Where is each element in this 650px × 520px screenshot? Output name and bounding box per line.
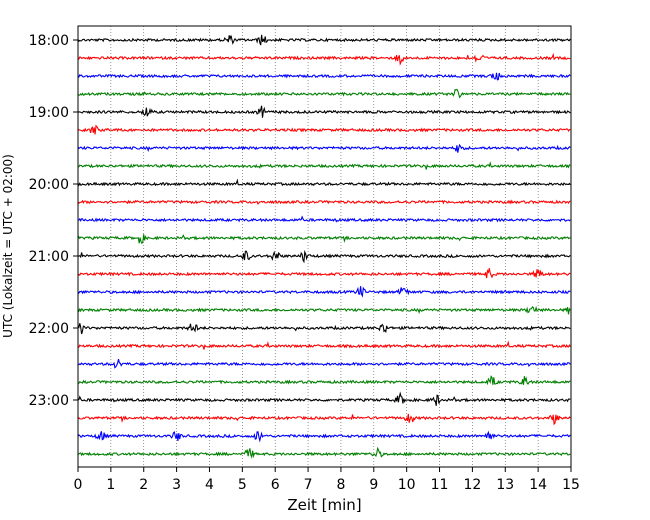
- trace-1900: [77, 105, 571, 118]
- x-tick-label: 0: [74, 477, 83, 493]
- y-tick-label: 21:00: [29, 249, 69, 265]
- trace-2215: [77, 340, 571, 350]
- x-tick-label: 4: [205, 477, 214, 493]
- x-tick-label: 1: [106, 477, 115, 493]
- trace-2115: [77, 268, 571, 279]
- y-tick-label: 22:00: [29, 321, 69, 337]
- trace-2345: [77, 446, 571, 459]
- y-tick-label: 20:00: [29, 177, 69, 193]
- x-tick-label: 15: [562, 477, 580, 493]
- trace-1845: [77, 88, 571, 99]
- x-tick-label: 6: [271, 477, 280, 493]
- trace-2030: [77, 215, 571, 223]
- y-tick-label: 18:00: [29, 33, 69, 49]
- x-tick-label: 3: [172, 477, 181, 493]
- trace-2315: [77, 413, 571, 426]
- y-axis-label: UTC (Lokalzeit = UTC + 02:00): [1, 154, 15, 338]
- trace-2015: [77, 199, 571, 206]
- trace-2200: [77, 323, 571, 335]
- x-tick-label: 10: [398, 477, 416, 493]
- trace-2145: [77, 305, 571, 315]
- x-tick-label: 12: [463, 477, 481, 493]
- plot-frame: [77, 25, 572, 468]
- x-axis-label: Zeit [min]: [287, 496, 361, 514]
- trace-lines: [77, 34, 571, 459]
- trace-2130: [77, 286, 571, 298]
- trace-2245: [77, 375, 571, 386]
- y-tick-label: 19:00: [29, 105, 69, 121]
- trace-1945: [77, 161, 571, 170]
- trace-2100: [77, 249, 571, 264]
- trace-1915: [77, 124, 571, 135]
- x-tick-label: 8: [336, 477, 345, 493]
- trace-1800: [77, 34, 571, 46]
- trace-1815: [77, 52, 571, 66]
- trace-2330: [77, 430, 571, 443]
- trace-1930: [77, 143, 571, 153]
- trace-2230: [77, 358, 571, 369]
- x-axis-ticks: 0 1 2 3 4 5 6 7 8 9 10 11 12 13 14 15: [74, 467, 580, 493]
- trace-1830: [77, 72, 571, 81]
- x-tick-label: 11: [431, 477, 449, 493]
- x-tick-label: 5: [238, 477, 247, 493]
- x-tick-label: 2: [139, 477, 148, 493]
- x-tick-label: 7: [304, 477, 313, 493]
- trace-2045: [77, 234, 571, 245]
- x-tick-label: 14: [529, 477, 547, 493]
- x-tick-label: 13: [496, 477, 514, 493]
- y-tick-label: 23:00: [29, 393, 69, 409]
- x-tick-label: 9: [369, 477, 378, 493]
- y-axis-ticks: 18:00 19:00 20:00 21:00 22:00 23:00: [29, 33, 78, 409]
- trace-2000: [77, 178, 571, 187]
- trace-2300: [77, 391, 571, 406]
